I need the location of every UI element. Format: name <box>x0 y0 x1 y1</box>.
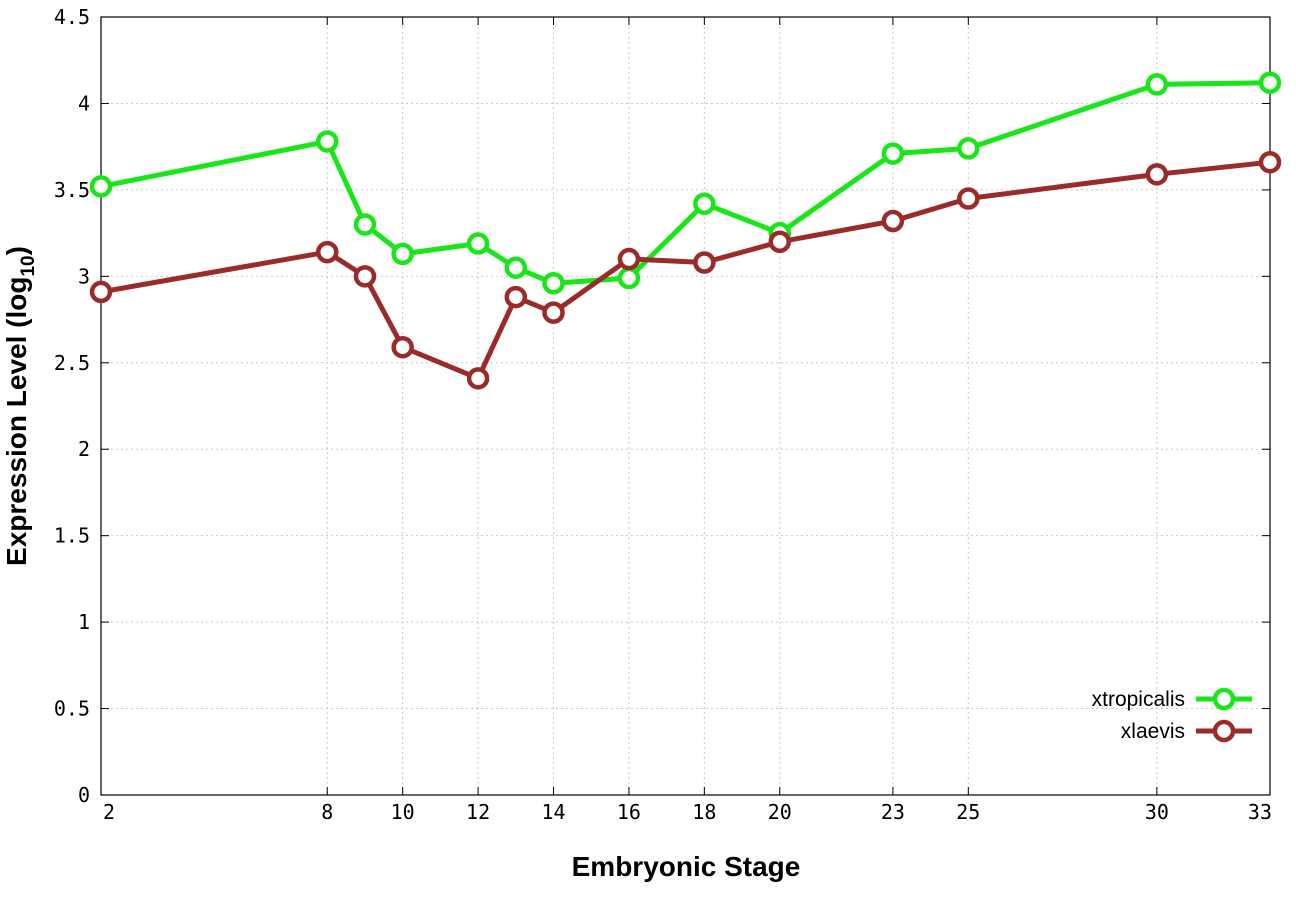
data-point-xtropicalis <box>316 130 339 153</box>
x-tick-label: 16 <box>617 800 641 824</box>
data-point-xlaevis <box>1145 163 1169 186</box>
plot-frame <box>100 16 1271 796</box>
legend: xtropicalis xlaevis <box>1092 687 1252 743</box>
data-point-xtropicalis <box>617 266 641 290</box>
data-point-xlaevis <box>693 251 716 274</box>
y-tick-label: 1.5 <box>54 524 90 548</box>
series-points <box>89 71 1282 390</box>
data-point-xtropicalis <box>957 137 980 160</box>
grid-lines <box>101 17 1270 795</box>
data-point-xlaevis <box>89 280 113 304</box>
x-tick-label: 33 <box>1248 800 1272 824</box>
y-axis-title-close: ) <box>1 246 32 255</box>
x-tick-label: 20 <box>768 800 792 824</box>
legend-marker-xtropicalis <box>1212 687 1236 711</box>
data-point-xtropicalis <box>504 256 528 279</box>
y-tick-label: 2.5 <box>54 351 90 375</box>
y-axis-title-main: Expression Level (log <box>1 277 32 566</box>
x-tick-label: 10 <box>391 800 415 824</box>
data-point-xlaevis <box>768 230 792 254</box>
series-line-xlaevis <box>100 159 1271 381</box>
data-point-xtropicalis <box>881 142 905 165</box>
x-axis-title: Embryonic Stage <box>572 851 801 882</box>
data-point-xlaevis <box>1258 150 1282 174</box>
data-point-xlaevis <box>316 240 339 264</box>
data-point-xtropicalis <box>693 192 716 215</box>
x-tick-labels: 2 8 10 12 14 16 18 20 23 25 30 33 <box>103 800 1272 824</box>
y-tick-label: 0 <box>78 783 90 807</box>
data-point-xtropicalis <box>542 271 565 295</box>
data-point-xlaevis <box>881 209 905 233</box>
data-point-xlaevis <box>957 187 980 210</box>
y-tick-label: 3.5 <box>54 178 90 202</box>
y-tick-label: 1 <box>78 610 90 634</box>
x-tick-label: 30 <box>1145 800 1169 824</box>
data-point-xlaevis <box>391 335 414 359</box>
data-point-xtropicalis <box>1145 73 1169 96</box>
data-point-xtropicalis <box>353 213 377 236</box>
x-tick-label: 8 <box>321 800 333 824</box>
x-tick-label: 14 <box>541 800 565 824</box>
data-point-xtropicalis <box>391 242 414 266</box>
x-tick-label: 18 <box>692 800 716 824</box>
legend-label-xtropicalis: xtropicalis <box>1092 688 1185 711</box>
data-point-xlaevis <box>504 285 528 309</box>
y-tick-labels: 0 0.5 1 1.5 2 2.5 3 3.5 4 4.5 <box>54 5 90 807</box>
x-tick-label: 25 <box>956 800 980 824</box>
y-tick-label: 4.5 <box>54 5 90 29</box>
y-tick-label: 0.5 <box>54 697 90 721</box>
axis-ticks <box>100 16 1271 796</box>
x-tick-label: 23 <box>881 800 905 824</box>
data-point-xlaevis <box>617 247 641 271</box>
y-tick-label: 4 <box>78 91 90 115</box>
legend-label-xlaevis: xlaevis <box>1121 720 1185 743</box>
y-tick-label: 2 <box>78 437 90 461</box>
data-point-xlaevis <box>466 367 490 390</box>
data-point-xtropicalis <box>466 232 490 255</box>
data-point-xtropicalis <box>1258 71 1282 94</box>
legend-marker-xlaevis <box>1212 719 1236 743</box>
y-tick-label: 3 <box>78 264 90 288</box>
data-point-xlaevis <box>542 301 565 324</box>
data-point-xlaevis <box>353 265 377 288</box>
x-tick-label: 2 <box>103 800 115 824</box>
x-tick-label: 12 <box>466 800 490 824</box>
data-point-xtropicalis <box>89 175 113 198</box>
y-axis-title-subscript: 10 <box>18 255 39 276</box>
series-lines <box>100 80 1271 381</box>
y-axis-title: Expression Level (log10) <box>1 246 39 566</box>
